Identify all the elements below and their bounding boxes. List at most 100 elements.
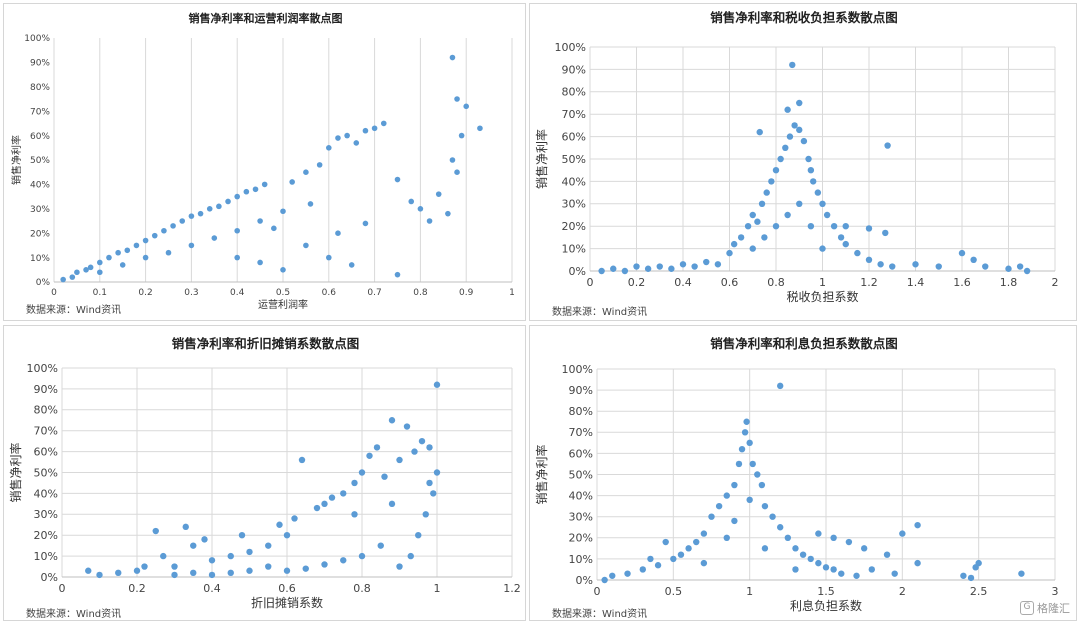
scatter-point	[142, 237, 149, 244]
scatter-point	[746, 496, 753, 504]
scatter-point	[749, 460, 756, 468]
scatter-chart-tax-burden: 销售净利率和税收负担系数散点图 0% 10% 20% 30% 40% 50% 60% 70% 80…	[534, 10, 1059, 304]
scatter-point	[408, 198, 415, 205]
scatter-point	[257, 259, 263, 266]
scatter-point	[430, 490, 437, 497]
scatter-point	[758, 481, 766, 489]
scatter-point	[243, 188, 250, 195]
y-tick-label: 0%	[41, 571, 58, 584]
scatter-point	[782, 144, 789, 151]
scatter-point	[124, 247, 131, 254]
x-tick-label: 3	[1052, 585, 1059, 598]
scatter-point	[171, 563, 178, 570]
scatter-point	[715, 502, 723, 510]
scatter-point	[691, 263, 698, 270]
scatter-point	[842, 223, 849, 230]
scatter-point	[967, 574, 975, 582]
chart-panel-interest-burden: 销售净利率和利息负担系数散点图 0% 10% 20% 30% 40% 50% 60% 70% 80…	[529, 325, 1077, 621]
watermark: G 格隆汇	[1020, 600, 1070, 616]
scatter-point	[830, 534, 837, 541]
scatter-point	[677, 551, 685, 558]
scatter-point	[731, 481, 738, 489]
scatter-point	[335, 230, 341, 236]
scatter-point	[830, 223, 838, 230]
scatter-point	[225, 198, 231, 205]
scatter-point	[884, 142, 891, 149]
scatter-point	[366, 452, 373, 459]
scatter-point	[388, 417, 396, 424]
scatter-point	[982, 263, 989, 270]
scatter-point	[883, 551, 891, 558]
scatter-point	[730, 240, 738, 248]
scatter-point	[792, 545, 799, 552]
scatter-point	[208, 557, 216, 564]
scatter-point	[358, 552, 366, 560]
source-note: 数据来源：Wind资讯	[552, 609, 648, 620]
y-tick-label: 50%	[562, 153, 586, 166]
x-tick-label: 0.2	[128, 582, 146, 595]
scatter-point	[417, 206, 424, 212]
scatter-point	[316, 162, 323, 168]
scatter-point	[188, 213, 195, 219]
scatter-point	[133, 567, 141, 574]
scatter-point	[348, 262, 355, 268]
scatter-point	[246, 548, 253, 556]
x-tick-label: 2.5	[970, 585, 988, 598]
y-tick-label: 50%	[569, 468, 593, 481]
scatter-chart-interest-burden: 销售净利率和利息负担系数散点图 0% 10% 20% 30% 40% 50% 60% 70% 80…	[534, 336, 1059, 613]
scatter-point	[609, 572, 616, 579]
x-tick-label: 0.4	[203, 582, 221, 595]
scatter-point	[935, 263, 942, 270]
scatter-point	[83, 267, 89, 273]
scatter-point	[912, 261, 919, 268]
scatter-point	[362, 127, 369, 134]
y-tick-label: 60%	[562, 130, 586, 143]
scatter-point	[190, 569, 197, 577]
scatter-point	[810, 178, 817, 185]
scatter-point	[211, 235, 218, 241]
scatter-point	[746, 439, 753, 447]
y-tick-label: 60%	[34, 445, 58, 458]
scatter-point	[865, 256, 873, 263]
scatter-point	[396, 563, 403, 570]
scatter-point	[792, 566, 799, 573]
scatter-point	[449, 54, 456, 61]
scatter-point	[761, 234, 768, 241]
scatter-point	[96, 571, 103, 579]
scatter-point	[313, 504, 321, 512]
scatter-point	[463, 103, 470, 110]
scatter-point	[351, 511, 358, 518]
scatter-point	[445, 210, 451, 217]
y-tick-label: 60%	[30, 132, 50, 142]
scatter-point	[321, 561, 328, 568]
scatter-point	[280, 267, 286, 273]
y-tick-label: 20%	[30, 229, 50, 239]
y-tick-label: 10%	[562, 242, 586, 255]
scatter-point	[723, 534, 730, 541]
x-tick-label: 1.6	[953, 276, 971, 289]
scatter-point	[639, 566, 646, 573]
scatter-point	[726, 249, 733, 257]
scatter-point	[165, 249, 172, 256]
x-tick-label: 0	[51, 288, 57, 298]
scatter-point	[738, 445, 746, 453]
scatter-point	[426, 479, 433, 487]
scatter-point	[298, 456, 306, 464]
scatter-point	[422, 511, 429, 518]
scatter-point	[960, 572, 967, 579]
scatter-point	[838, 570, 845, 577]
scatter-point	[754, 218, 761, 225]
scatter-point	[662, 538, 669, 546]
scatter-point	[685, 545, 692, 552]
scatter-point	[344, 132, 350, 139]
scatter-point	[302, 565, 309, 572]
scatter-point	[756, 128, 763, 136]
x-axis-label: 税收负担系数	[786, 289, 858, 304]
scatter-point	[777, 155, 784, 163]
scatter-point	[914, 559, 921, 567]
scatter-point	[418, 437, 426, 445]
y-tick-label: 70%	[34, 425, 58, 438]
scatter-point	[351, 479, 358, 487]
scatter-point	[326, 254, 332, 261]
scatter-point	[784, 106, 791, 113]
